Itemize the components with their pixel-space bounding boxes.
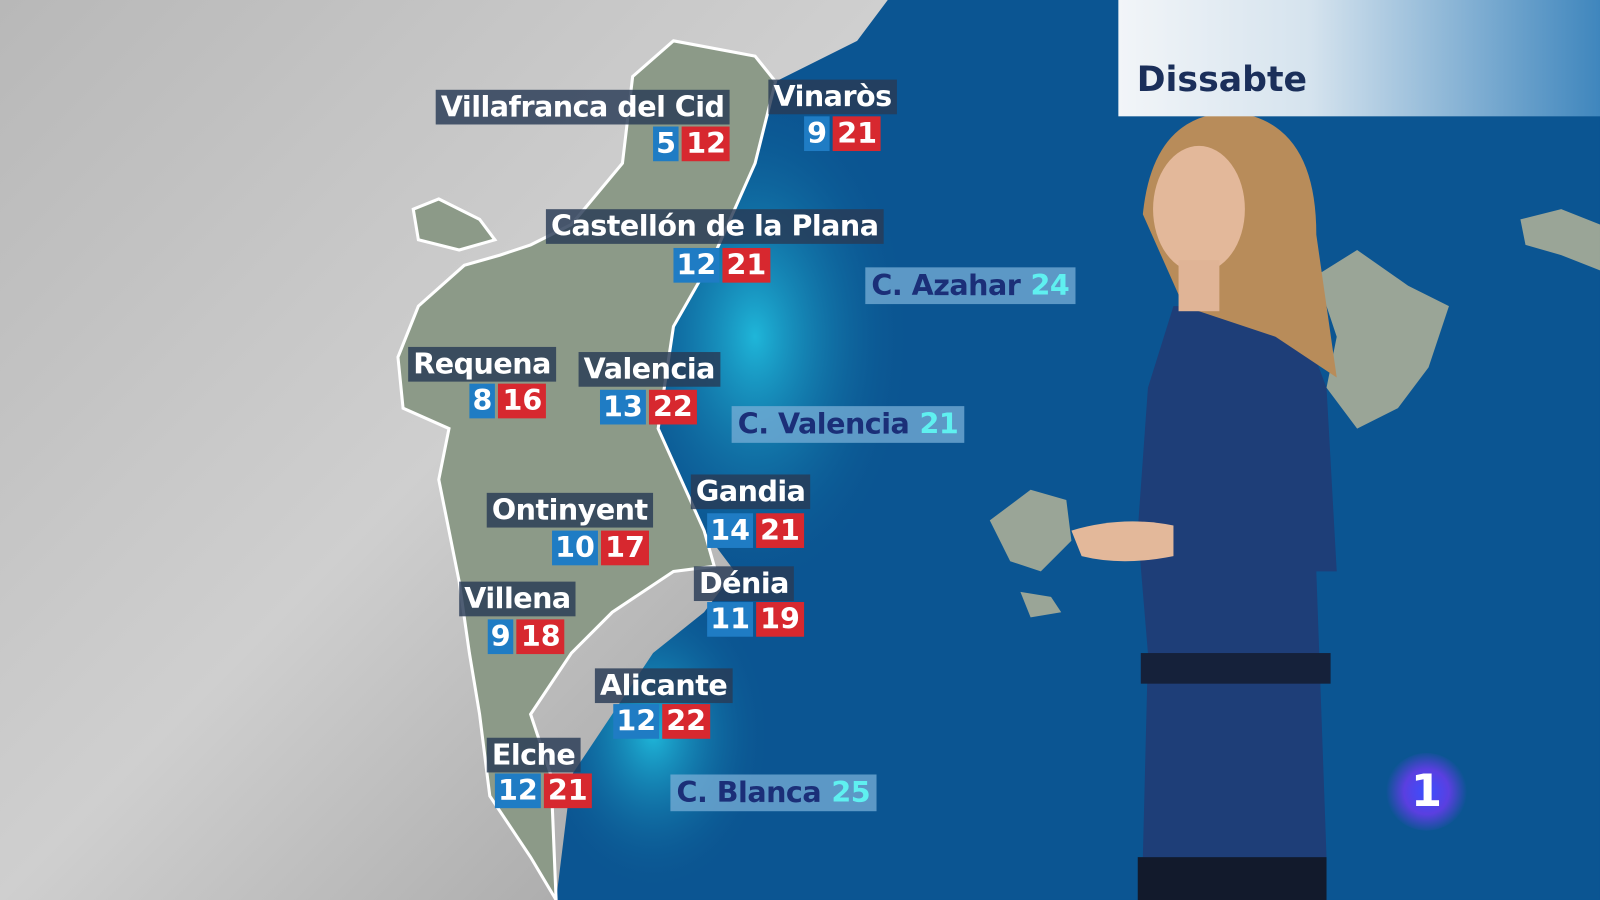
menorca [1520,209,1600,271]
formentera [1020,591,1062,618]
city-temps: 12 21 [673,247,771,283]
channel-logo: 1 [1385,753,1468,831]
day-label: Dissabte [1136,59,1308,100]
max-temp: 22 [662,704,711,739]
max-temp: 21 [833,116,882,152]
min-temp: 8 [469,383,496,419]
city-label: Gandia [690,474,811,510]
channel-logo-text: 1 [1410,765,1443,818]
max-temp: 21 [543,773,592,809]
max-temp: 21 [722,247,771,283]
sea-zone-name: C. Blanca [676,775,822,810]
sea-zone: C. Blanca 25 [670,774,877,812]
min-temp: 9 [804,116,831,152]
min-temp: 10 [552,530,598,566]
sea-zone-name: C. Valencia [737,407,910,441]
ibiza [989,489,1072,572]
min-temp: 11 [707,602,754,637]
city-label: Ontinyent [486,492,653,528]
min-temp: 12 [613,704,660,739]
city-label: Castellón de la Plana [545,209,884,244]
sea-zone: C. Azahar 24 [865,267,1076,305]
min-temp: 12 [673,247,720,283]
city-label: Villena [459,581,576,617]
city-temps: 9 18 [487,619,565,655]
min-temp: 13 [599,389,646,425]
sea-zone-name: C. Azahar [871,268,1021,303]
sea-temp: 24 [1030,268,1070,303]
max-temp: 21 [756,513,805,548]
city-temps: 8 16 [469,383,547,419]
max-temp: 12 [682,126,731,162]
city-label: Elche [486,737,581,773]
max-temp: 22 [648,389,697,425]
city-temps: 5 12 [653,126,731,162]
city-temps: 12 22 [613,704,711,739]
presenter [1071,112,1337,900]
min-temp: 5 [653,126,680,162]
city-label: Alicante [594,668,733,704]
min-temp: 14 [707,513,754,548]
mallorca [1316,249,1449,429]
city-label: Requena [408,346,556,382]
city-temps: 9 21 [804,116,882,152]
max-temp: 17 [600,530,649,566]
city-temps: 14 21 [707,513,805,548]
sea-temp: 21 [919,407,959,441]
max-temp: 19 [756,602,805,637]
city-label: Villafranca del Cid [435,89,730,125]
min-temp: 12 [494,773,541,809]
city-temps: 12 21 [494,773,592,809]
city-temps: 13 22 [599,389,697,425]
city-label: Valencia [578,352,721,387]
city-temps: 11 19 [707,602,805,637]
city-label: Dénia [693,566,795,602]
city-temps: 10 17 [552,530,649,566]
max-temp: 16 [498,383,547,419]
sea-temp: 25 [831,775,871,810]
sea-zone: C. Valencia 21 [731,406,965,443]
day-banner: Dissabte [1118,0,1600,117]
city-label: Vinaròs [768,79,897,115]
min-temp: 9 [487,619,514,655]
max-temp: 18 [516,619,565,655]
